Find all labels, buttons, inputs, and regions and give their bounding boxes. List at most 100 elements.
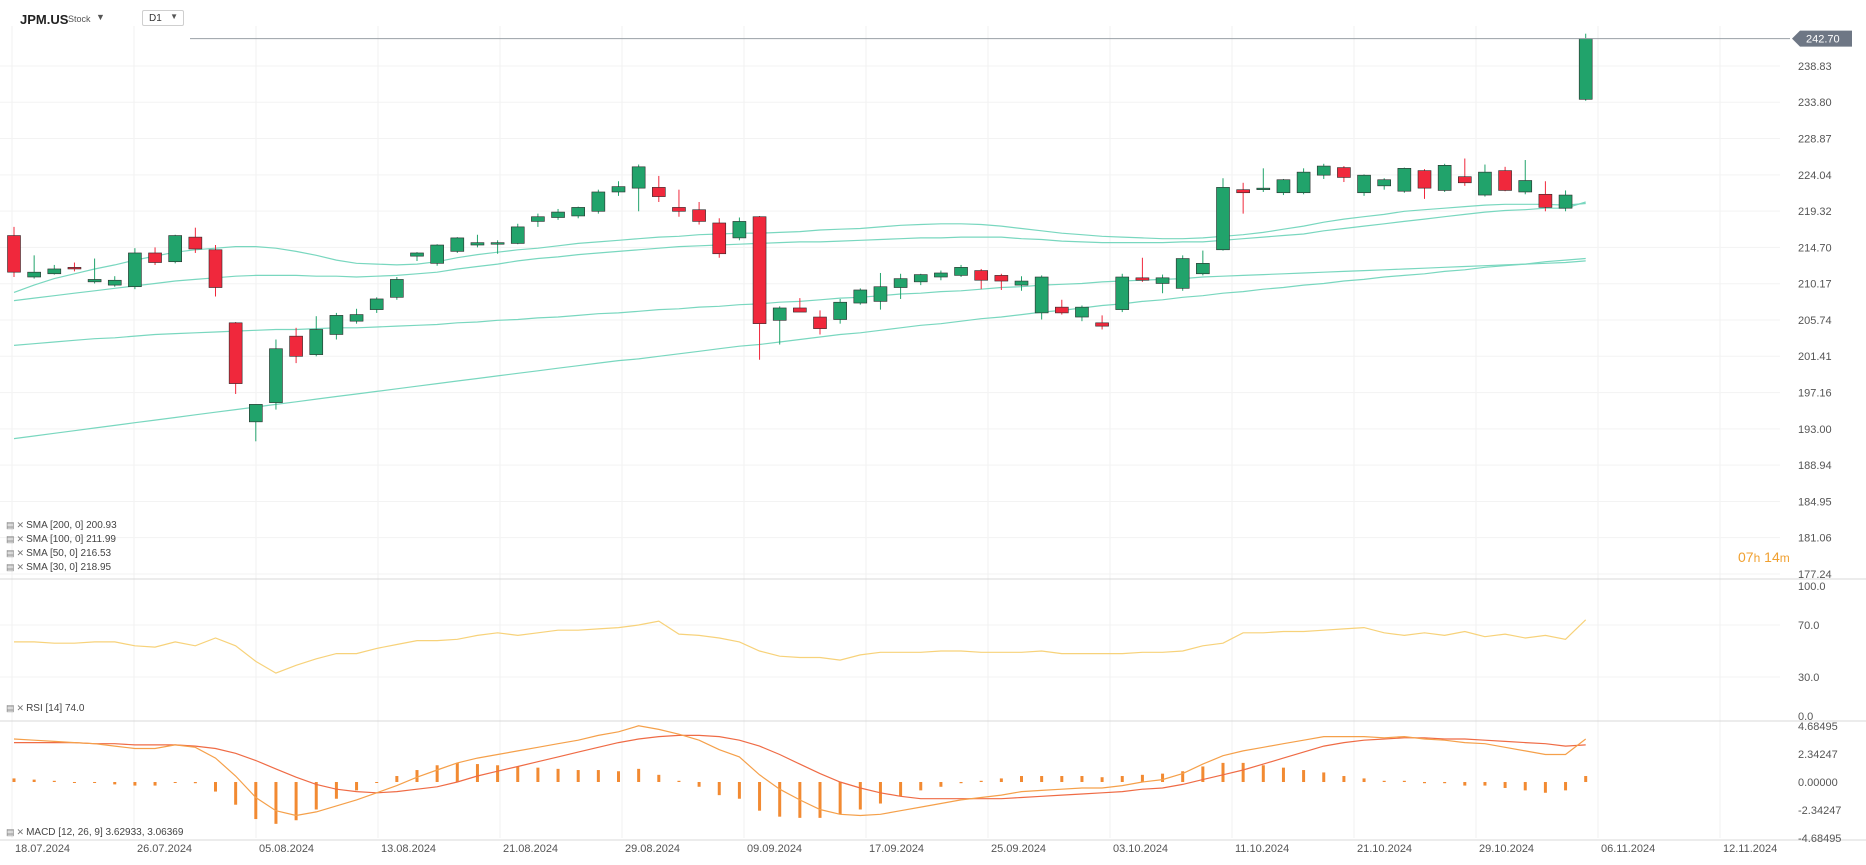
macd-histogram-bar	[1261, 765, 1265, 782]
settings-icon[interactable]: ▤	[6, 827, 15, 837]
candle-body	[551, 211, 565, 218]
symbol-selector[interactable]: JPM.US	[20, 12, 69, 27]
macd-histogram-bar	[1181, 771, 1185, 782]
candle-body	[1034, 276, 1049, 314]
macd-tick-label: -2.34247	[1798, 805, 1841, 817]
macd-histogram-bar	[274, 782, 278, 824]
candle	[1034, 275, 1049, 320]
candle	[329, 312, 344, 340]
macd-line	[13, 725, 1587, 817]
candle	[107, 276, 122, 287]
candle-body	[47, 268, 62, 275]
date-tick-label: 25.09.2024	[991, 843, 1046, 855]
date-tick-label: 06.11.2024	[1601, 843, 1655, 855]
candle	[128, 248, 142, 290]
price-tick-label: 210.17	[1798, 279, 1832, 291]
candle	[772, 306, 787, 345]
macd-histogram-bar	[1020, 776, 1023, 782]
candle	[1316, 163, 1331, 179]
settings-icon[interactable]: ▤	[6, 520, 15, 530]
macd-tick-label: 2.34247	[1798, 749, 1838, 761]
candle-body	[289, 335, 303, 357]
candle-body	[1075, 306, 1089, 318]
candle	[87, 258, 102, 284]
candle	[732, 217, 747, 241]
close-icon[interactable]: ✕	[16, 703, 25, 713]
close-icon[interactable]: ✕	[16, 562, 25, 572]
macd-histogram-bar	[818, 782, 822, 818]
close-icon[interactable]: ✕	[16, 534, 25, 544]
candle-body	[1458, 176, 1472, 184]
date-tick-label: 21.08.2024	[503, 843, 558, 855]
candle-body	[873, 286, 888, 302]
candle	[672, 189, 686, 217]
candle	[47, 264, 62, 275]
macd-histogram-bar	[1382, 780, 1386, 782]
candle	[369, 297, 384, 313]
price-axis: 238.83 233.80 228.87 224.04 219.32 214.70 210.…	[1798, 61, 1832, 581]
indicator-sma100[interactable]: ▤ ✕ SMA [100, 0] 211.99	[6, 533, 116, 546]
candle	[1276, 178, 1291, 196]
indicator-sma200[interactable]: ▤ ✕ SMA [200, 0] 200.93	[6, 519, 117, 532]
indicator-label: RSI [14] 74.0	[26, 703, 85, 714]
macd-histogram-bar	[93, 782, 97, 783]
settings-icon[interactable]: ▤	[6, 534, 15, 544]
indicator-sma50[interactable]: ▤ ✕ SMA [50, 0] 216.53	[6, 547, 111, 560]
close-icon[interactable]: ✕	[16, 827, 25, 837]
macd-histogram-bar	[1523, 782, 1527, 791]
candle	[1095, 315, 1109, 330]
candle	[1578, 33, 1593, 101]
macd-histogram-bar	[1402, 780, 1406, 782]
candle	[1014, 276, 1029, 291]
candle-body	[1357, 174, 1371, 194]
chevron-down-icon[interactable]: ▼	[96, 12, 105, 22]
settings-icon[interactable]: ▤	[6, 703, 15, 713]
settings-icon[interactable]: ▤	[6, 548, 15, 558]
indicator-rsi[interactable]: ▤ ✕ RSI [14] 74.0	[6, 702, 84, 715]
macd-histogram-bar	[1483, 782, 1487, 786]
macd-histogram-bar	[1080, 776, 1084, 782]
candle	[188, 227, 203, 253]
sma-line-sma50	[13, 201, 1586, 302]
candle-body	[833, 301, 847, 320]
settings-icon[interactable]: ▤	[6, 562, 15, 572]
candle-body	[1498, 170, 1512, 191]
macd-histogram-bar	[334, 782, 338, 799]
candle-body	[7, 235, 21, 273]
candle-body	[1337, 167, 1351, 178]
macd-histogram-bar	[979, 780, 983, 782]
candle-body	[269, 348, 283, 403]
candle	[1337, 166, 1351, 183]
candle	[692, 201, 706, 225]
candle	[168, 234, 182, 264]
candle-body	[1135, 277, 1150, 281]
indicator-sma30[interactable]: ▤ ✕ SMA [30, 0] 218.95	[6, 561, 111, 574]
candle-body	[1216, 187, 1230, 251]
price-tick-label: 197.16	[1798, 388, 1832, 400]
macd-histogram-bar	[637, 768, 641, 782]
close-icon[interactable]: ✕	[16, 520, 25, 530]
candle-body	[208, 249, 223, 288]
candle	[1377, 178, 1391, 190]
close-icon[interactable]: ✕	[16, 548, 25, 558]
timeframe-select[interactable]: D1 ▼	[142, 10, 184, 26]
candle-body	[1558, 194, 1573, 209]
candle	[1558, 190, 1573, 212]
candle-body	[1578, 38, 1593, 100]
countdown-minutes: 14	[1764, 549, 1780, 565]
candle-body	[974, 270, 989, 281]
macd-histogram-bar	[1241, 762, 1245, 782]
candle	[490, 240, 505, 254]
indicator-macd[interactable]: ▤ ✕ MACD [12, 26, 9] 3.62933, 3.06369	[6, 826, 183, 839]
candle-body	[651, 187, 666, 197]
indicator-label: MACD [12, 26, 9] 3.62933, 3.06369	[26, 827, 184, 838]
candle-body	[1175, 258, 1190, 289]
date-tick-label: 17.09.2024	[869, 843, 924, 855]
price-tick-label: 238.83	[1798, 61, 1832, 73]
candle	[7, 226, 21, 278]
candle-body	[249, 404, 263, 423]
rsi-panel: 100.0 70.0 30.0 0.0	[0, 581, 1826, 723]
candle-body	[994, 275, 1009, 282]
macd-histogram-bar	[778, 782, 782, 817]
